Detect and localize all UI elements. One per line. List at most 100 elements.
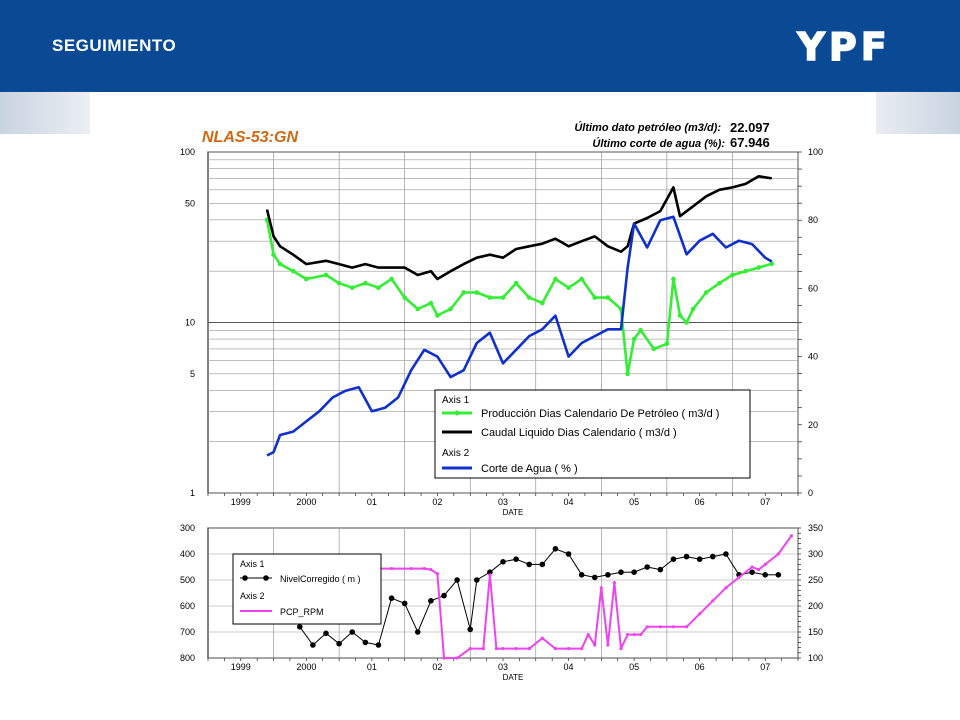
y-left-tick-label: 1 bbox=[190, 488, 195, 498]
rpm-point bbox=[409, 566, 413, 571]
nivel-point bbox=[618, 569, 624, 575]
rpm-point bbox=[422, 566, 426, 571]
y-left-tick-label: 700 bbox=[180, 627, 195, 637]
nivel-point bbox=[526, 561, 533, 568]
legend-axis1-label: Axis 1 bbox=[442, 395, 470, 406]
rpm-point bbox=[612, 581, 617, 585]
nivel-point bbox=[500, 559, 506, 565]
rpm-point bbox=[684, 625, 689, 629]
nivel-point bbox=[441, 592, 447, 599]
y-right-tick-label: 200 bbox=[808, 601, 823, 611]
nivel-point bbox=[605, 572, 611, 578]
nivel-point bbox=[709, 553, 716, 560]
x-axis-label: DATE bbox=[503, 508, 524, 517]
y-right-tick-label: 100 bbox=[808, 147, 823, 157]
nivel-segment bbox=[377, 598, 393, 646]
x-tick-label: 03 bbox=[498, 662, 508, 672]
rpm-point bbox=[553, 647, 558, 651]
series-point-0 bbox=[363, 280, 368, 286]
rpm-point bbox=[671, 625, 676, 629]
rpm-point bbox=[698, 612, 702, 616]
rpm-point bbox=[724, 586, 728, 590]
ypf-logo: YPF bbox=[796, 24, 888, 70]
rpm-point bbox=[527, 647, 531, 651]
rpm-point bbox=[455, 656, 459, 660]
rpm-point bbox=[599, 586, 603, 590]
nivel-point bbox=[454, 577, 460, 583]
nivel-point bbox=[296, 624, 303, 630]
x-tick-label: 01 bbox=[367, 662, 377, 672]
series-point-0 bbox=[474, 290, 480, 295]
rpm-point bbox=[625, 633, 630, 637]
y-left-tick-label: 50 bbox=[185, 198, 195, 208]
nivel-segment bbox=[469, 579, 478, 630]
series-point-0 bbox=[349, 285, 355, 290]
x-tick-label: 04 bbox=[564, 497, 574, 507]
rpm-point bbox=[619, 647, 623, 651]
nivel-point bbox=[565, 551, 572, 557]
x-tick-label: 2000 bbox=[296, 662, 316, 672]
rpm-point bbox=[514, 647, 518, 651]
series-point-0 bbox=[500, 295, 506, 300]
rpm-point bbox=[435, 572, 440, 576]
series-point-0 bbox=[415, 306, 421, 312]
top-legend: Axis 1 Producción Dias Calendario De Pet… bbox=[434, 389, 751, 479]
series-point-0 bbox=[690, 306, 696, 312]
rpm-point bbox=[429, 568, 433, 572]
series-point-0 bbox=[428, 300, 434, 306]
legend2-axis1-label: Axis 1 bbox=[240, 559, 265, 569]
series-point-0 bbox=[448, 306, 453, 312]
series-point-0 bbox=[743, 268, 748, 274]
x-tick-label: 06 bbox=[695, 497, 705, 507]
series-line-1 bbox=[265, 175, 773, 281]
series-point-0 bbox=[553, 276, 558, 282]
x-tick-label: 02 bbox=[432, 497, 442, 507]
series-point-0 bbox=[376, 285, 381, 290]
x-tick-label: 05 bbox=[629, 662, 639, 672]
y-right-tick-label: 20 bbox=[808, 420, 818, 430]
series-point-0 bbox=[671, 276, 676, 282]
y-left-tick-label: 10 bbox=[185, 318, 195, 328]
water-label: Último corte de agua (%): bbox=[592, 137, 725, 150]
y-left-tick-label: 300 bbox=[180, 523, 195, 533]
nivel-point bbox=[487, 569, 493, 575]
page-title: SEGUIMIENTO bbox=[52, 36, 177, 55]
rpm-point bbox=[593, 643, 597, 647]
nivel-point bbox=[513, 556, 519, 562]
series-point-0 bbox=[487, 295, 493, 300]
x-tick-label: 2000 bbox=[296, 497, 316, 507]
nivel-segment bbox=[299, 626, 314, 646]
nivel-point bbox=[552, 546, 559, 552]
rpm-point bbox=[789, 534, 794, 538]
x-tick-label: 01 bbox=[367, 497, 377, 507]
nivel-point bbox=[428, 598, 434, 604]
rpm-point bbox=[481, 647, 485, 651]
nivel-segment bbox=[404, 603, 419, 633]
series-point-0 bbox=[579, 276, 584, 282]
rpm-point bbox=[632, 633, 636, 637]
rpm-point bbox=[763, 562, 767, 566]
rpm-point bbox=[586, 633, 590, 637]
y-left-tick-label: 500 bbox=[180, 575, 195, 585]
nivel-segment bbox=[541, 548, 556, 565]
nivel-point bbox=[375, 642, 382, 648]
legend-nivel-marker-a bbox=[242, 575, 248, 581]
y-left-tick-label: 5 bbox=[190, 369, 195, 379]
rpm-point bbox=[494, 647, 499, 651]
series-point-0 bbox=[605, 295, 611, 300]
chart-panel: NLAS-53:GN Último dato petróleo (m3/d): … bbox=[90, 92, 876, 720]
nivel-segment bbox=[443, 579, 458, 596]
series-point-0 bbox=[769, 261, 775, 267]
rpm-point bbox=[776, 552, 780, 556]
nivel-segment bbox=[417, 600, 432, 633]
nivel-point bbox=[749, 569, 755, 575]
rpm-point bbox=[639, 633, 643, 637]
legend-nivel: NivelCorregido ( m ) bbox=[280, 574, 361, 584]
nivel-segment bbox=[568, 553, 583, 576]
y-right-tick-label: 300 bbox=[808, 549, 823, 559]
series-point-0 bbox=[631, 336, 637, 342]
series-point-0 bbox=[290, 268, 296, 274]
x-tick-label: 03 bbox=[498, 497, 508, 507]
legend-watercut: Corte de Agua ( % ) bbox=[481, 463, 578, 475]
nivel-point bbox=[414, 629, 421, 635]
